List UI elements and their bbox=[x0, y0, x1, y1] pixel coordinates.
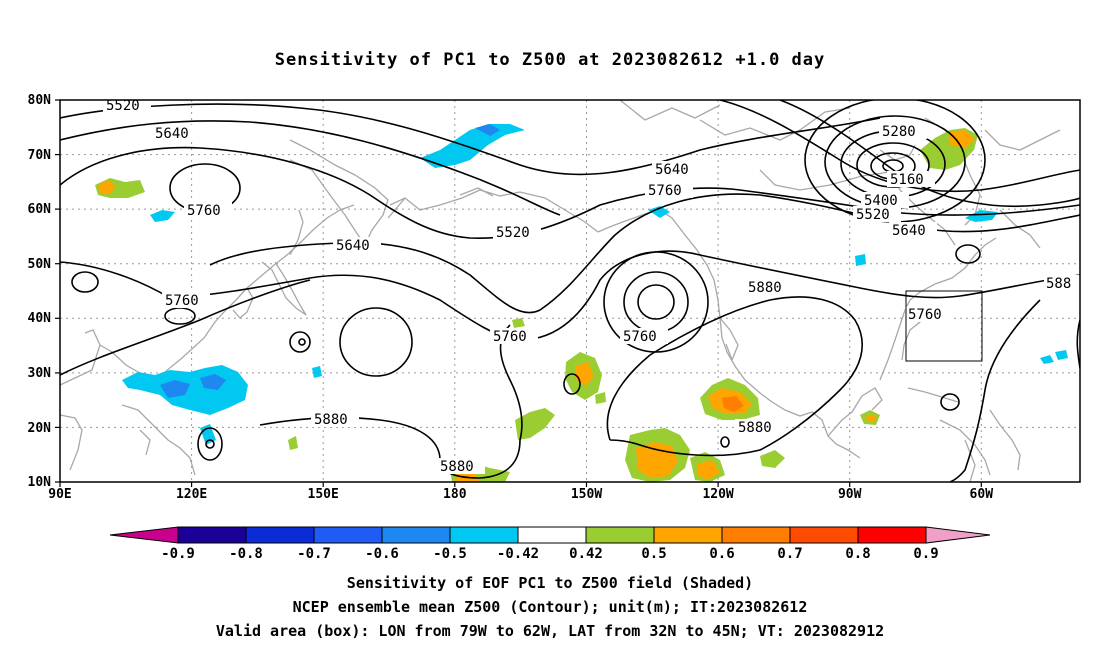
footer-line-2: NCEP ensemble mean Z500 (Contour); unit(… bbox=[292, 598, 808, 616]
contour-label: 5280 bbox=[882, 124, 916, 140]
contour-labels: 5520 5640 5760 5520 5640 5640 5760 5760 … bbox=[103, 98, 1080, 475]
contour-label: 5880 bbox=[748, 280, 782, 296]
lon-label: 180 bbox=[443, 487, 467, 502]
contour-label: 5640 bbox=[155, 126, 189, 142]
contour-label: 5760 bbox=[187, 203, 221, 219]
colorbar-low-triangle bbox=[109, 526, 179, 544]
lat-label: 20N bbox=[28, 421, 52, 436]
lon-label: 120E bbox=[176, 487, 207, 502]
colorbar-label: 0.7 bbox=[777, 546, 802, 562]
colorbar-swatch bbox=[517, 526, 587, 544]
contour-label: 5520 bbox=[856, 207, 890, 223]
contour-label: 5640 bbox=[336, 238, 370, 254]
colorbar-label: -0.6 bbox=[365, 546, 399, 562]
sensitivity-shading bbox=[95, 124, 1068, 482]
contour-label: 5520 bbox=[106, 98, 140, 114]
latitude-labels: 80N 70N 60N 50N 40N 30N 20N 10N bbox=[28, 93, 52, 490]
lat-label: 50N bbox=[28, 257, 52, 272]
lat-label: 10N bbox=[28, 475, 52, 490]
contour-label: 5760 bbox=[648, 183, 682, 199]
lon-label: 150E bbox=[308, 487, 339, 502]
lon-label: 150W bbox=[571, 487, 602, 502]
footer-line-1: Sensitivity of EOF PC1 to Z500 field (Sh… bbox=[346, 574, 754, 592]
footer-line-3: Valid area (box): LON from 79W to 62W, L… bbox=[215, 622, 885, 640]
contour-label: 5760 bbox=[165, 293, 199, 309]
map-title: Sensitivity of PC1 to Z500 at 2023082612… bbox=[274, 50, 826, 70]
lon-label: 90E bbox=[48, 487, 71, 502]
contour-label: 588 bbox=[1046, 276, 1071, 292]
lat-label: 80N bbox=[28, 93, 52, 108]
colorbar-label: 0.9 bbox=[913, 546, 938, 562]
colorbar-swatch bbox=[721, 526, 791, 544]
colorbar-swatch bbox=[313, 526, 383, 544]
colorbar-swatch bbox=[585, 526, 655, 544]
colorbar-label: -0.42 bbox=[497, 546, 539, 562]
coastlines bbox=[60, 100, 1061, 482]
colorbar-label: -0.5 bbox=[433, 546, 467, 562]
contour-label: 5880 bbox=[314, 412, 348, 428]
contour-label: 5760 bbox=[908, 307, 942, 323]
lat-label: 40N bbox=[28, 311, 52, 326]
colorbar-label: -0.8 bbox=[229, 546, 263, 562]
lat-label: 70N bbox=[28, 148, 52, 163]
contour-label: 5760 bbox=[623, 329, 657, 345]
contour-label: 5880 bbox=[738, 420, 772, 436]
colorbar-swatch bbox=[245, 526, 315, 544]
contour-label: 5520 bbox=[496, 225, 530, 241]
colorbar-label: -0.7 bbox=[297, 546, 331, 562]
contour-label: 5160 bbox=[890, 172, 924, 188]
contour-label: 5760 bbox=[493, 329, 527, 345]
colorbar-label: 0.6 bbox=[709, 546, 734, 562]
lat-label: 30N bbox=[28, 366, 52, 381]
colorbar-swatch bbox=[857, 526, 927, 544]
colorbar-swatch bbox=[177, 526, 247, 544]
lat-label: 60N bbox=[28, 202, 52, 217]
lon-label: 90W bbox=[838, 487, 862, 502]
colorbar-swatch bbox=[789, 526, 859, 544]
longitude-labels: 90E 120E 150E 180 150W 120W 90W 60W bbox=[48, 487, 993, 502]
map-frame bbox=[59, 99, 1081, 483]
contour-label: 5640 bbox=[892, 223, 926, 239]
tick-marks bbox=[55, 99, 982, 487]
lon-label: 60W bbox=[970, 487, 994, 502]
contour-label: 5640 bbox=[655, 162, 689, 178]
colorbar: -0.9 -0.8 -0.7 -0.6 -0.5 -0.42 0.42 0.5 … bbox=[109, 526, 991, 562]
colorbar-label: -0.9 bbox=[161, 546, 195, 562]
lon-label: 120W bbox=[702, 487, 733, 502]
colorbar-swatch bbox=[653, 526, 723, 544]
colorbar-swatch bbox=[381, 526, 451, 544]
colorbar-high-triangle bbox=[925, 526, 991, 544]
colorbar-label: 0.8 bbox=[845, 546, 870, 562]
valid-area-box bbox=[905, 290, 983, 362]
contour-label: 5400 bbox=[864, 193, 898, 209]
colorbar-label: 0.42 bbox=[569, 546, 603, 562]
colorbar-swatch bbox=[449, 526, 519, 544]
colorbar-label: 0.5 bbox=[641, 546, 666, 562]
contour-label: 5880 bbox=[440, 459, 474, 475]
